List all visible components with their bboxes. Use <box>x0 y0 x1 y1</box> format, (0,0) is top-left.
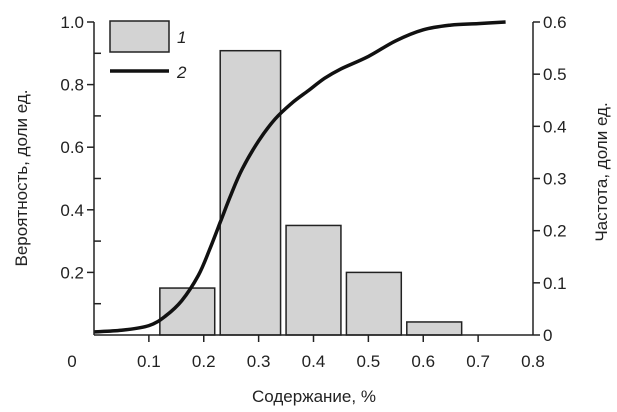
probability-curve-line <box>93 20 506 334</box>
probability-curve <box>93 20 506 334</box>
right-y-tick-label-0: 0 <box>543 326 552 345</box>
x-axis-title: Содержание, % <box>252 387 376 406</box>
histogram-bar-2 <box>219 49 282 336</box>
right-y-axis-title: Частота, доли ед. <box>592 102 611 241</box>
x-tick-label-1: 0.1 <box>137 352 161 371</box>
legend: 1 2 <box>109 20 187 82</box>
x-tick-label-0: 0 <box>67 352 76 371</box>
x-tick-label-5: 0.5 <box>357 352 381 371</box>
right-y-tick-label-4: 0.4 <box>543 117 567 136</box>
right-y-tick-label-2: 0.2 <box>543 222 567 241</box>
x-tick-label-2: 0.2 <box>192 352 216 371</box>
left-y-tick-label-2: 0.6 <box>60 138 84 157</box>
x-tick-label-8: 0.8 <box>521 352 545 371</box>
left-y-tick-label-1: 0.4 <box>60 201 84 220</box>
axes <box>87 21 540 342</box>
x-tick-label-6: 0.6 <box>411 352 435 371</box>
right-y-tick-label-6: 0.6 <box>543 13 567 32</box>
right-y-tick-label-1: 0.1 <box>543 274 567 293</box>
histogram-bar-5 <box>406 321 463 336</box>
tick-labels: 0 0.1 0.2 0.3 0.4 0.5 0.6 0.7 0.8 0.2 0.4 0.6 0.8 1.0… <box>60 13 566 371</box>
histogram-bar-3 <box>285 224 342 336</box>
x-tick-label-4: 0.4 <box>302 352 326 371</box>
right-y-tick-label-3: 0.3 <box>543 170 567 189</box>
x-tick-label-7: 0.7 <box>466 352 490 371</box>
left-y-axis-title: Вероятность, доли ед. <box>12 90 31 267</box>
legend-bar-swatch <box>109 20 170 53</box>
legend-label-2: 2 <box>176 63 187 82</box>
x-tick-label-3: 0.3 <box>247 352 271 371</box>
right-y-tick-label-5: 0.5 <box>543 65 567 84</box>
left-y-tick-label-4: 1.0 <box>60 13 84 32</box>
left-y-tick-label-0: 0.2 <box>60 263 84 282</box>
legend-label-1: 1 <box>177 28 186 47</box>
left-y-tick-label-3: 0.8 <box>60 76 84 95</box>
histogram-bar-4 <box>345 271 403 336</box>
histogram-bars <box>159 49 463 336</box>
